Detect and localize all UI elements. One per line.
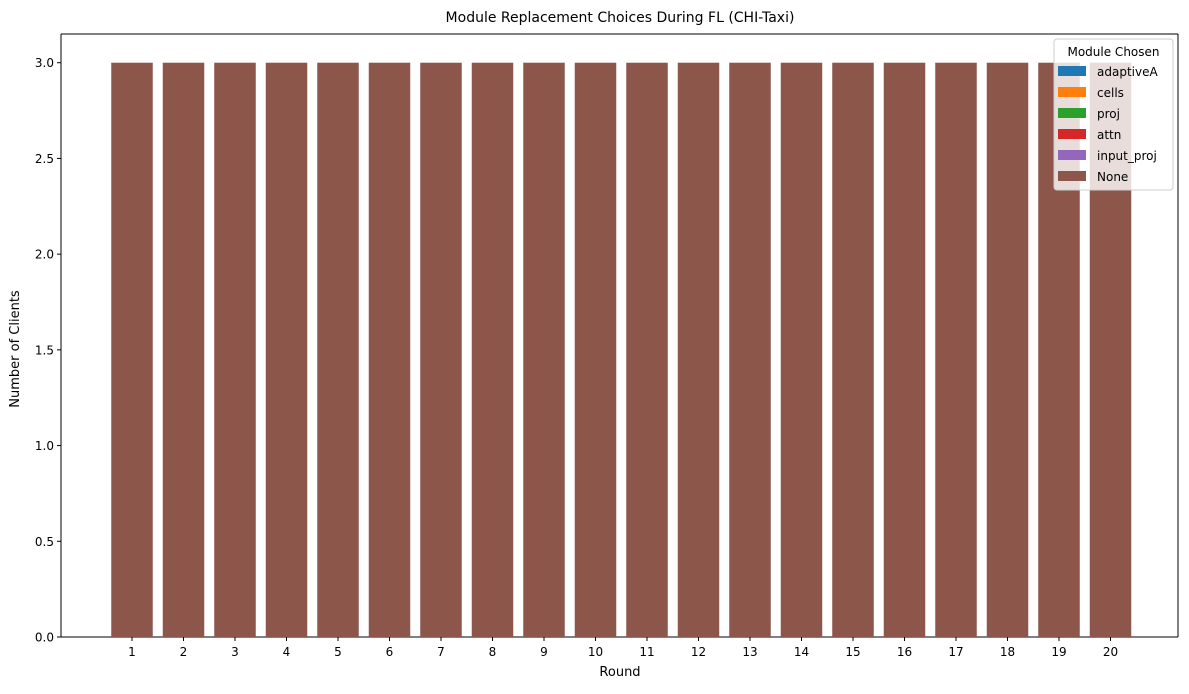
legend: Module Chosen adaptiveA cells proj attn input… — [1053, 38, 1174, 191]
y-tick-label: 1.0 — [35, 439, 54, 453]
x-tick-label: 11 — [639, 645, 654, 659]
y-axis-label: Number of Clients — [8, 290, 23, 408]
x-tick-label: 9 — [540, 645, 548, 659]
legend-title: Module Chosen — [1067, 45, 1159, 59]
bars — [111, 62, 1132, 637]
x-tick-label: 3 — [231, 645, 239, 659]
legend-swatch-adaptivea — [1058, 66, 1086, 76]
y-tick-label: 2.0 — [35, 248, 54, 262]
x-tick-label: 14 — [794, 645, 809, 659]
bar-none-round-17 — [935, 62, 977, 637]
legend-label-none: None — [1097, 170, 1128, 184]
bar-none-round-18 — [986, 62, 1029, 637]
bar-none-round-15 — [832, 62, 874, 637]
x-axis: 1 2 3 4 5 6 7 8 9 10 11 12 13 14 15 16 17 18 19 20 — [128, 637, 1118, 659]
bar-none-round-3 — [214, 62, 256, 637]
legend-label-cells: cells — [1097, 86, 1124, 100]
bar-none-round-1 — [111, 62, 153, 637]
x-tick-label: 1 — [128, 645, 136, 659]
bar-none-round-14 — [780, 62, 823, 637]
x-tick-label: 15 — [845, 645, 860, 659]
y-tick-label: 2.5 — [35, 152, 54, 166]
x-tick-label: 5 — [334, 645, 342, 659]
x-axis-label: Round — [599, 665, 640, 680]
x-tick-label: 19 — [1051, 645, 1066, 659]
x-tick-label: 18 — [1000, 645, 1015, 659]
x-tick-label: 12 — [691, 645, 706, 659]
bar-none-round-2 — [162, 62, 205, 637]
bar-none-round-6 — [368, 62, 411, 637]
chart-title: Module Replacement Choices During FL (CH… — [446, 10, 795, 26]
bar-none-round-13 — [729, 62, 771, 637]
x-tick-label: 7 — [437, 645, 445, 659]
legend-swatch-proj — [1058, 108, 1086, 118]
x-tick-label: 16 — [897, 645, 912, 659]
y-tick-label: 0.0 — [35, 631, 54, 645]
y-tick-label: 0.5 — [35, 535, 54, 549]
bar-none-round-11 — [626, 62, 668, 637]
bar-none-round-4 — [265, 62, 308, 637]
bar-none-round-10 — [574, 62, 617, 637]
x-tick-label: 6 — [386, 645, 394, 659]
bar-none-round-12 — [677, 62, 720, 637]
bar-none-round-16 — [883, 62, 926, 637]
legend-label-input-proj: input_proj — [1097, 149, 1157, 163]
legend-swatch-cells — [1058, 87, 1086, 97]
bar-none-round-9 — [523, 62, 565, 637]
bar-none-round-5 — [317, 62, 359, 637]
legend-label-proj: proj — [1097, 107, 1120, 121]
bar-none-round-7 — [420, 62, 462, 637]
legend-label-attn: attn — [1097, 128, 1121, 142]
legend-swatch-input-proj — [1058, 150, 1086, 160]
x-tick-label: 17 — [948, 645, 963, 659]
y-tick-label: 1.5 — [35, 343, 54, 357]
x-tick-label: 4 — [283, 645, 291, 659]
x-tick-label: 20 — [1103, 645, 1118, 659]
legend-swatch-attn — [1058, 129, 1086, 139]
bar-none-round-8 — [471, 62, 514, 637]
legend-label-adaptivea: adaptiveA — [1097, 65, 1158, 79]
y-tick-label: 3.0 — [35, 56, 54, 70]
x-tick-label: 2 — [180, 645, 188, 659]
x-tick-label: 10 — [588, 645, 603, 659]
x-tick-label: 13 — [742, 645, 757, 659]
y-axis: 0.0 0.5 1.0 1.5 2.0 2.5 3.0 — [35, 56, 61, 645]
x-tick-label: 8 — [489, 645, 497, 659]
legend-swatch-none — [1058, 171, 1086, 181]
